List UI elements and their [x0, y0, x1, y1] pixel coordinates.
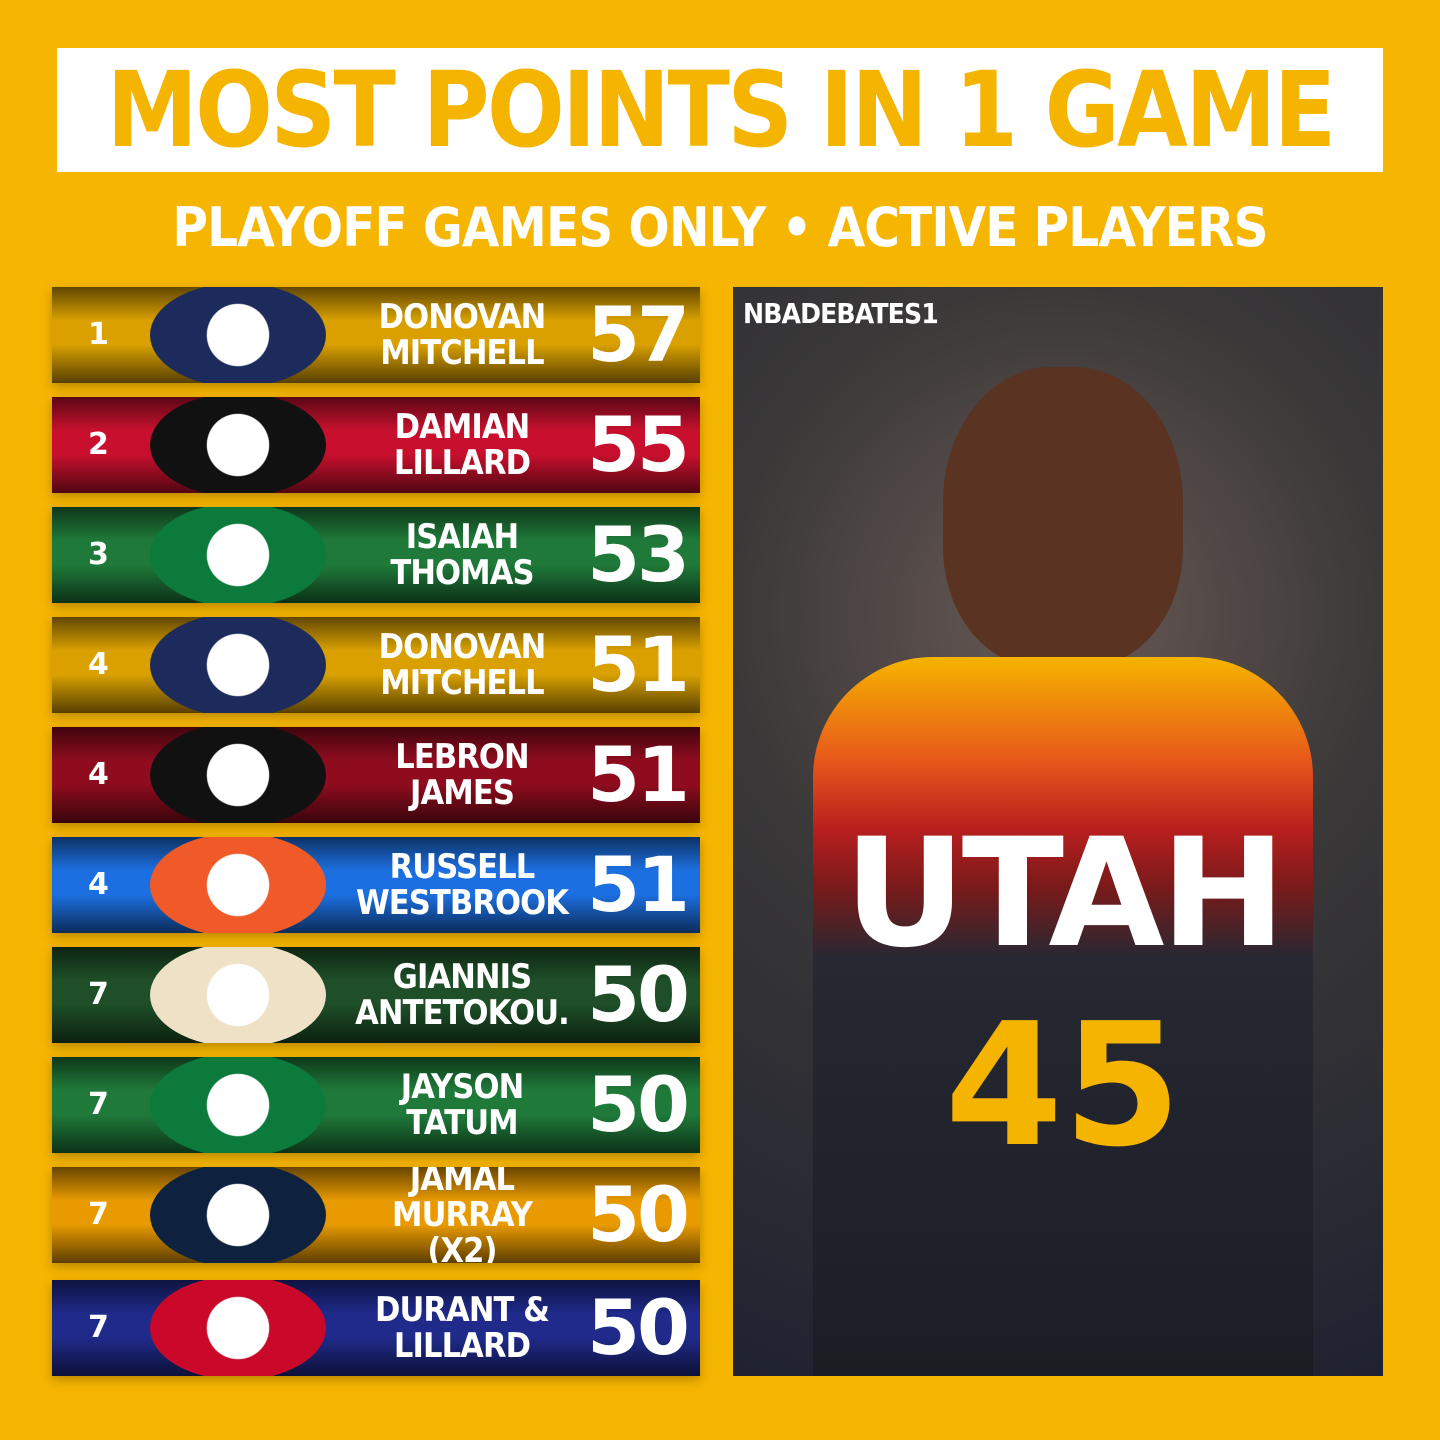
player-name-line1: DONOVAN [378, 627, 547, 667]
ranking-row: 4 DONOVAN MITCHELL 51 [52, 617, 700, 713]
team-logo-icon [150, 397, 326, 493]
player-name-line1: ISAIAH [405, 517, 519, 557]
rank: 4 [88, 757, 109, 792]
player-name: JAMAL MURRAY (X2) [354, 1167, 570, 1263]
player-name-line2: MITCHELL [380, 663, 544, 703]
player-name-line2: LILLARD [393, 443, 531, 483]
player-name-line2: ANTETOKOU. [355, 993, 570, 1033]
ranking-row: 7 JAYSON TATUM 50 [52, 1057, 700, 1153]
jersey-text: UTAH [843, 807, 1286, 981]
team-logo-icon [150, 287, 326, 383]
ranking-row: 3 ISAIAH THOMAS 53 [52, 507, 700, 603]
points: 50 [587, 950, 690, 1039]
player-head [943, 367, 1183, 667]
points: 51 [587, 730, 690, 819]
rank: 1 [88, 317, 109, 352]
points: 50 [587, 1170, 690, 1259]
rank: 7 [88, 1087, 109, 1122]
ranking-row: 7 GIANNIS ANTETOKOU. 50 [52, 947, 700, 1043]
ranking-row: 4 RUSSELL WESTBROOK 51 [52, 837, 700, 933]
watermark: NBADEBATES1 [743, 297, 939, 330]
page-subtitle: PLAYOFF GAMES ONLY • ACTIVE PLAYERS [172, 196, 1268, 259]
player-name-line1: RUSSELL [389, 847, 536, 887]
ranking-row: 4 LEBRON JAMES 51 [52, 727, 700, 823]
title-banner: MOST POINTS IN 1 GAME [57, 48, 1383, 172]
points: 51 [587, 840, 690, 929]
jersey-number: 45 [944, 987, 1182, 1185]
points: 50 [587, 1060, 690, 1149]
page-title: MOST POINTS IN 1 GAME [106, 49, 1337, 171]
player-name: ISAIAH THOMAS [354, 507, 570, 603]
player-name-line2: MITCHELL [380, 333, 544, 373]
team-logo-icon [150, 1057, 326, 1153]
points: 53 [587, 510, 690, 599]
player-name-line1: DURANT & [374, 1290, 550, 1330]
player-name-line1: LEBRON [395, 737, 529, 777]
team-logo-icon [150, 507, 326, 603]
rank: 7 [88, 977, 109, 1012]
player-name: DONOVAN MITCHELL [354, 617, 570, 713]
player-name-line1: DAMIAN [394, 407, 531, 447]
team-logo-icon [150, 727, 326, 823]
player-name-line2: WESTBROOK [355, 883, 569, 923]
player-name-line2: JAMES [410, 773, 515, 813]
jersey: UTAH 45 [813, 657, 1313, 1376]
ranking-row: 7 DURANT & LILLARD 50 [52, 1280, 700, 1376]
team-logo-icon [150, 1280, 326, 1376]
player-name: LEBRON JAMES [354, 727, 570, 823]
player-name: JAYSON TATUM [354, 1057, 570, 1153]
ranking-row: 2 DAMIAN LILLARD 55 [52, 397, 700, 493]
player-name: DAMIAN LILLARD [354, 397, 570, 493]
team-logo-icon [150, 1167, 326, 1263]
ranking-row: 1 DONOVAN MITCHELL 57 [52, 287, 700, 383]
points: 50 [587, 1283, 690, 1372]
rank: 4 [88, 647, 109, 682]
points: 51 [587, 620, 690, 709]
rank: 3 [88, 537, 109, 572]
points: 55 [587, 400, 690, 489]
player-name-line1: DONOVAN [378, 297, 547, 337]
rank: 4 [88, 867, 109, 902]
player-name-line2: TATUM [406, 1103, 518, 1143]
player-name: GIANNIS ANTETOKOU. [354, 947, 570, 1043]
player-name: DURANT & LILLARD [354, 1280, 570, 1376]
player-name: RUSSELL WESTBROOK [354, 837, 570, 933]
team-logo-icon [150, 837, 326, 933]
player-name-line2: MURRAY (X2) [392, 1195, 533, 1263]
player-name-line2: LILLARD [393, 1326, 531, 1366]
player-name-line1: GIANNIS [392, 957, 532, 997]
player-name-line1: JAYSON [400, 1067, 524, 1107]
rank: 2 [88, 427, 109, 462]
points: 57 [587, 290, 690, 379]
player-name: DONOVAN MITCHELL [354, 287, 570, 383]
player-name-line2: THOMAS [390, 553, 534, 593]
team-logo-icon [150, 947, 326, 1043]
ranking-row: 7 JAMAL MURRAY (X2) 50 [52, 1167, 700, 1263]
rank: 7 [88, 1310, 109, 1345]
player-photo: UTAH 45 NBADEBATES1 [733, 287, 1383, 1376]
team-logo-icon [150, 617, 326, 713]
rank: 7 [88, 1197, 109, 1232]
player-name-line1: JAMAL [409, 1167, 515, 1199]
